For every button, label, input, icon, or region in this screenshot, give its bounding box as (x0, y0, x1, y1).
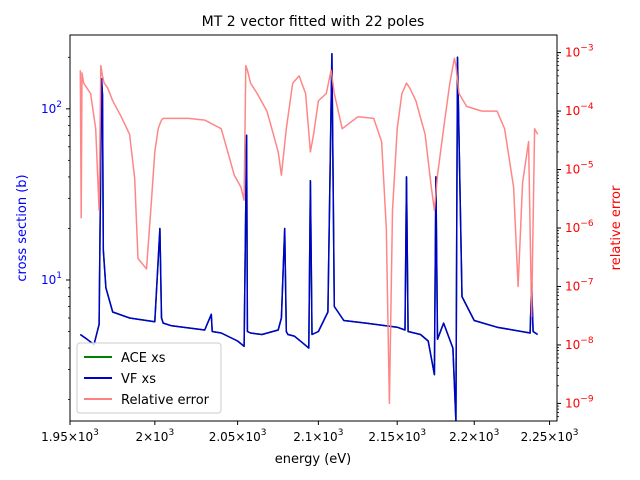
left-y-axis-label: cross section (b) (15, 174, 30, 281)
y-right-tick-label-5: 10−4 (565, 102, 594, 118)
x-tick-label-1: 2×103 (135, 428, 174, 444)
series-line-1 (79, 52, 539, 421)
series-layer (79, 52, 539, 421)
x-tick-label-2: 2.05×103 (209, 428, 267, 444)
x-tick-label-6: 2.25×103 (521, 428, 579, 444)
legend: ACE xs VF xs Relative error (76, 342, 222, 414)
x-axis-label: energy (eV) (275, 452, 351, 467)
right-y-axis: 10−9 10−8 10−7 10−6 10−5 10−4 10−3 (557, 44, 594, 417)
y-left-tick-label-1: 102 (41, 100, 62, 116)
y-right-tick-label-0: 10−9 (565, 394, 594, 410)
x-tick-label-3: 2.1×103 (293, 428, 343, 444)
y-right-tick-label-1: 10−8 (565, 336, 594, 352)
legend-label-0: ACE xs (121, 351, 166, 366)
y-right-tick-label-6: 10−3 (565, 44, 594, 60)
y-right-tick-label-2: 10−7 (565, 277, 594, 293)
right-y-axis-label: relative error (609, 185, 624, 270)
x-tick-label-5: 2.2×103 (449, 428, 499, 444)
chart-title: MT 2 vector fitted with 22 poles (202, 14, 425, 30)
y-right-tick-label-4: 10−5 (565, 161, 594, 177)
y-left-tick-label-0: 101 (41, 271, 62, 287)
legend-box (76, 342, 222, 414)
left-y-axis: 101 102 (41, 56, 70, 401)
x-tick-label-0: 1.95×103 (41, 428, 99, 444)
series-line-2 (79, 57, 539, 405)
y-right-tick-label-3: 10−6 (565, 219, 594, 235)
legend-label-2: Relative error (121, 393, 210, 408)
x-axis: 1.95×103 2×103 2.05×103 2.1×103 2.15×103 2.2×… (41, 421, 578, 444)
x-tick-label-4: 2.15×103 (368, 428, 426, 444)
legend-label-1: VF xs (121, 372, 156, 387)
